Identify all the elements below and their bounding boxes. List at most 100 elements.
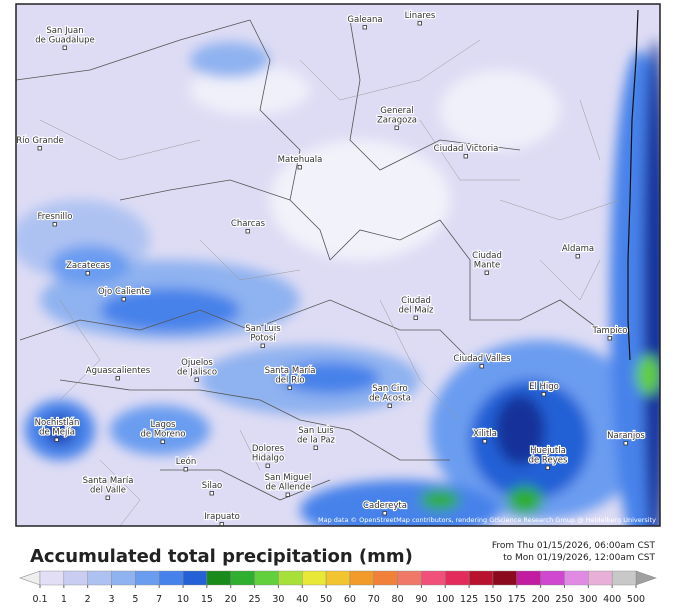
scale-label: 0.1 xyxy=(32,594,47,605)
scale-box xyxy=(397,570,422,586)
scale-label: 60 xyxy=(344,594,356,605)
place-marker xyxy=(575,254,580,259)
scale-label: 25 xyxy=(249,594,261,605)
scale-box xyxy=(349,570,374,586)
place-label: Irapuato xyxy=(204,512,240,522)
scale-label: 90 xyxy=(415,594,427,605)
place-marker xyxy=(623,441,628,446)
place-label: Ojo Caliente xyxy=(98,287,150,297)
place-marker xyxy=(260,343,265,348)
scale-label: 300 xyxy=(579,594,597,605)
place-marker xyxy=(115,376,120,381)
place-label: Naranjos xyxy=(607,431,645,441)
place-marker xyxy=(362,25,367,30)
place-marker xyxy=(62,45,67,50)
scale-high-end xyxy=(635,570,657,586)
place-marker xyxy=(245,229,250,234)
place-marker xyxy=(394,125,399,130)
scale-label: 100 xyxy=(436,594,454,605)
scale-label: 1 xyxy=(61,594,67,605)
place-label: Galeana xyxy=(347,15,382,25)
scale-label: 80 xyxy=(392,594,404,605)
place-label: Linares xyxy=(405,11,436,21)
scale-label: 70 xyxy=(368,594,380,605)
period-start: From Thu 01/15/2026, 06:00am CST xyxy=(492,541,656,551)
place-label: Dolores Hidalgo xyxy=(252,444,285,464)
scale-label: 125 xyxy=(460,594,478,605)
place-marker xyxy=(209,491,214,496)
scale-label: 400 xyxy=(603,594,621,605)
place-label: San Luis de la Paz xyxy=(297,426,336,446)
place-label: León xyxy=(176,456,196,467)
color-scale: 0.1 1 2 3 5 7 10 15 20 25 30 40 50 60 70 80 90 100 125 150 1… xyxy=(19,570,657,605)
place-label: Ciudad Mante xyxy=(472,251,502,271)
place-label: Nochistlán de Mejía xyxy=(35,418,80,438)
scale-box xyxy=(564,570,589,586)
place-label: El Higo xyxy=(529,382,559,392)
scale-box xyxy=(611,570,637,586)
place-marker xyxy=(54,437,59,442)
place-marker xyxy=(413,315,418,320)
place-marker xyxy=(52,222,57,227)
place-marker xyxy=(194,377,199,382)
place-label: Matehuala xyxy=(278,155,323,165)
legend-title: Accumulated total precipitation (mm) xyxy=(30,546,413,567)
place-label: Lagos de Moreno xyxy=(141,420,186,440)
scale-label: 150 xyxy=(484,594,502,605)
scale-label: 175 xyxy=(508,594,526,605)
scale-label: 250 xyxy=(555,594,573,605)
scale-box xyxy=(373,570,398,586)
place-marker xyxy=(463,154,468,159)
scale-box xyxy=(468,570,494,586)
scale-box xyxy=(206,570,231,586)
scale-label: 200 xyxy=(532,594,550,605)
place-label: General Zaragoza xyxy=(377,106,417,126)
place-label: Santa María del Río xyxy=(265,366,316,386)
scale-box xyxy=(445,570,470,586)
place-marker xyxy=(382,511,387,516)
place-marker xyxy=(219,522,224,526)
scale-label: 10 xyxy=(177,594,189,605)
place-marker xyxy=(484,270,489,275)
place-label: Zacatecas xyxy=(66,261,110,271)
place-marker xyxy=(37,146,42,151)
place-label: Cadereyta xyxy=(363,501,407,511)
place-marker xyxy=(183,467,188,472)
scale-box xyxy=(182,570,208,586)
period-end: to Mon 01/19/2026, 12:00am CST xyxy=(503,553,655,563)
place-label: Ciudad Victoria xyxy=(434,144,499,154)
place-marker xyxy=(541,392,546,397)
scale-label: 500 xyxy=(627,594,645,605)
place-marker xyxy=(479,364,484,369)
place-label: Ciudad del Maíz xyxy=(398,296,434,316)
coastline xyxy=(627,9,639,361)
scale-label: 30 xyxy=(272,594,284,605)
scale-label: 20 xyxy=(225,594,237,605)
place-marker xyxy=(121,297,126,302)
scale-box xyxy=(540,570,565,586)
scale-box xyxy=(588,570,613,586)
place-marker xyxy=(607,336,612,341)
scale-label: 40 xyxy=(296,594,308,605)
place-label: San Juan de Guadalupe xyxy=(35,26,95,46)
scale-label: 50 xyxy=(320,594,332,605)
place-label: Xilitla xyxy=(473,429,497,439)
scale-box xyxy=(325,570,351,586)
map-area: Galeana Linares San Juan de Guadalupe Río Gr… xyxy=(16,4,660,526)
scale-box xyxy=(278,570,303,586)
place-label: San Ciro de Acosta xyxy=(369,384,411,404)
scale-box xyxy=(87,570,112,586)
scale-box xyxy=(39,570,65,586)
municipal-lines xyxy=(39,39,621,526)
place-label: Silao xyxy=(202,481,223,491)
borders xyxy=(16,19,601,501)
scale-label: 3 xyxy=(108,594,114,605)
place-label: San Luis Potosí xyxy=(245,324,281,344)
place-marker xyxy=(545,465,550,470)
scale-label: 2 xyxy=(85,594,91,605)
place-marker xyxy=(417,21,422,26)
scale-label: 15 xyxy=(201,594,213,605)
scale-box xyxy=(158,570,184,586)
scale-box xyxy=(111,570,136,586)
scale-low-end xyxy=(19,570,41,586)
